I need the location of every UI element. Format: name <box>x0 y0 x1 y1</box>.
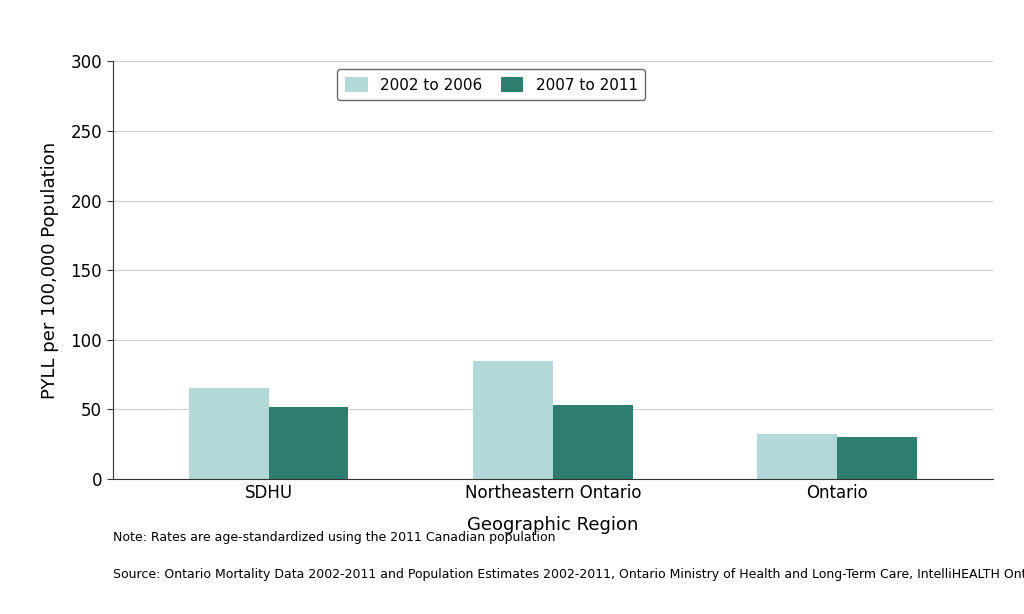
Bar <box>189 389 269 479</box>
Bar <box>553 405 633 479</box>
X-axis label: Geographic Region: Geographic Region <box>467 516 639 534</box>
Text: Source: Ontario Mortality Data 2002-2011 and Population Estimates 2002-2011, Ont: Source: Ontario Mortality Data 2002-2011… <box>113 568 1024 581</box>
Bar <box>758 434 837 479</box>
Bar <box>269 406 348 479</box>
Text: Note: Rates are age-standardized using the 2011 Canadian population: Note: Rates are age-standardized using t… <box>113 531 555 544</box>
Bar <box>837 437 916 479</box>
Legend: 2002 to 2006, 2007 to 2011: 2002 to 2006, 2007 to 2011 <box>337 69 645 100</box>
Bar <box>473 360 553 479</box>
Y-axis label: PYLL per 100,000 Population: PYLL per 100,000 Population <box>42 142 59 398</box>
